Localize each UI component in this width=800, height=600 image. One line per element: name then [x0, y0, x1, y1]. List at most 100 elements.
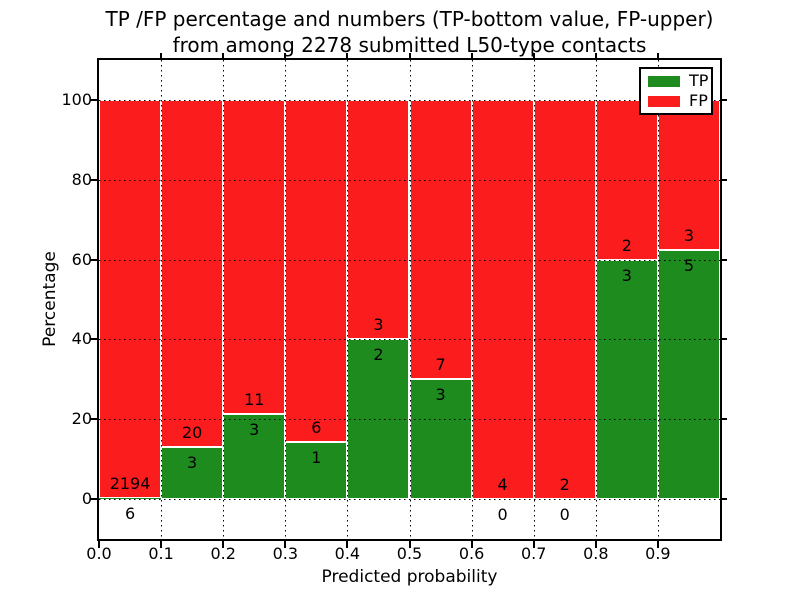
fp-count-label: 11 [244, 389, 265, 409]
x-tick-label: 0.5 [396, 544, 423, 563]
x-tick-top [594, 53, 597, 58]
chart-title: TP /FP percentage and numbers (TP-bottom… [99, 6, 720, 58]
y-tick [90, 258, 97, 261]
x-tick [532, 541, 535, 548]
x-tick-label: 0.4 [334, 544, 361, 563]
fp-count-label: 3 [683, 225, 695, 245]
y-tick [90, 178, 97, 181]
tp-count-label: 5 [683, 255, 695, 275]
bar-fp-segment [347, 99, 410, 340]
y-gridline [99, 499, 720, 501]
y-tick [90, 418, 97, 421]
tp-count-label: 0 [559, 505, 570, 525]
y-tick-right [722, 498, 727, 501]
y-tick-label: 80 [71, 169, 92, 189]
legend-entry-tp: TP [641, 73, 711, 89]
x-tick [408, 541, 411, 548]
x-tick [656, 541, 659, 548]
tp-count-label: 0 [497, 505, 508, 525]
x-tick-label: 0.8 [583, 544, 609, 563]
y-tick [90, 498, 97, 501]
tp-count-label: 3 [621, 265, 632, 285]
x-tick-label: 0.2 [210, 544, 236, 563]
x-tick-top [408, 53, 411, 58]
x-tick [284, 541, 287, 548]
legend: TP FP [639, 67, 713, 115]
y-tick-label: 0 [81, 489, 92, 509]
x-tick-top [222, 53, 225, 58]
x-tick-label: 0.0 [86, 544, 112, 563]
y-gridline [99, 99, 720, 101]
tp-count-label: 3 [435, 385, 446, 405]
y-gridline [99, 179, 720, 181]
x-tick [98, 541, 100, 548]
bar-tp-segment [657, 249, 720, 500]
x-tick [346, 541, 349, 548]
y-tick [90, 98, 97, 101]
fp-count-label: 2 [621, 235, 632, 255]
y-tick-label: 60 [71, 249, 92, 269]
fp-count-label: 6 [311, 418, 322, 438]
bar-tp-segment [347, 339, 410, 500]
y-tick-right [722, 98, 727, 101]
x-gridline [533, 60, 535, 539]
y-tick-label: 40 [71, 329, 92, 349]
y-tick [90, 338, 97, 341]
y-tick-right [722, 178, 727, 181]
x-gridline [347, 60, 349, 539]
x-tick-top [284, 53, 287, 58]
y-tick-right [722, 338, 727, 341]
fp-count-label: 2194 [109, 474, 151, 493]
bar-fp-segment [223, 99, 286, 414]
y-gridline [99, 259, 720, 261]
x-tick-top [656, 53, 659, 58]
x-tick [160, 541, 163, 548]
x-axis-label: Predicted probability [321, 567, 498, 587]
bar-fp-segment [533, 99, 596, 500]
bar-tp-segment [99, 498, 162, 500]
bar-tp-segment [161, 447, 224, 500]
legend-swatch-tp [648, 75, 680, 87]
x-tick [470, 541, 473, 548]
bar-fp-segment [161, 99, 224, 448]
bar-tp-segment [223, 413, 286, 500]
tp-count-label: 6 [124, 504, 136, 523]
x-tick-top [346, 53, 349, 58]
bar-fp-segment [471, 99, 534, 500]
x-gridline [657, 60, 659, 539]
x-gridline [161, 60, 163, 539]
x-tick-label: 0.6 [458, 544, 485, 563]
fp-count-label: 3 [373, 315, 384, 335]
x-tick-label: 0.1 [148, 544, 174, 563]
x-gridline [409, 60, 411, 539]
x-gridline [595, 60, 597, 539]
bar-tp-segment [285, 442, 348, 500]
x-tick-top [532, 53, 535, 58]
x-tick-label: 0.9 [645, 544, 671, 563]
x-tick-label: 0.3 [272, 544, 299, 563]
x-tick-top [160, 53, 163, 58]
x-tick [594, 541, 597, 548]
x-gridline [285, 60, 287, 539]
legend-label-fp: FP [689, 91, 708, 110]
y-tick-right [722, 418, 727, 421]
fp-count-label: 20 [181, 423, 203, 443]
tp-count-label: 3 [249, 419, 260, 439]
legend-label-tp: TP [689, 71, 709, 90]
x-tick [222, 541, 225, 548]
y-tick-label: 20 [71, 409, 92, 429]
y-tick-label: 100 [61, 89, 92, 109]
legend-swatch-fp [648, 95, 680, 107]
fp-count-label: 2 [559, 475, 570, 495]
fp-count-label: 7 [435, 355, 446, 375]
x-tick-top [470, 53, 473, 58]
x-tick-label: 0.7 [520, 544, 547, 563]
bar-tp-segment [595, 259, 658, 500]
y-gridline [99, 339, 720, 341]
bar-fp-segment [409, 99, 472, 380]
bar-fp-segment [595, 99, 658, 260]
plot-area: TP FP 2194 6 20 3 11 3 6 1 3 2 7 3 4 0 2 0 2 3 3 5 [97, 58, 722, 541]
y-gridline [99, 419, 720, 421]
bar-fp-segment [285, 99, 348, 443]
